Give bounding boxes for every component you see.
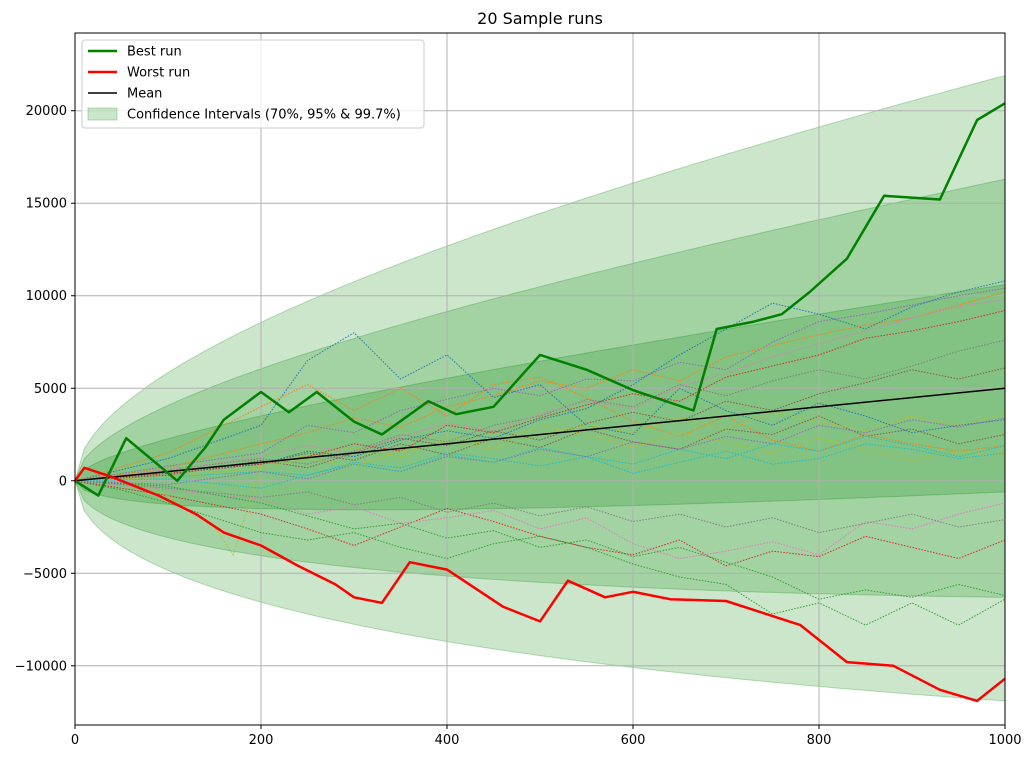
sample-run-line-7 bbox=[74, 480, 1006, 560]
worst-run-line bbox=[73, 466, 1006, 703]
legend-swatch-confidence bbox=[87, 107, 118, 121]
sample-run-line-11 bbox=[74, 280, 1006, 482]
legend-label-mean: Mean bbox=[127, 87, 162, 102]
x-tick-label: 400 bbox=[435, 733, 460, 748]
sample-run-line-5 bbox=[74, 287, 1006, 482]
chart-title: 20 Sample runs bbox=[477, 9, 603, 28]
y-tick-label: −5000 bbox=[23, 567, 67, 582]
plot-frame bbox=[74, 32, 1006, 726]
sample-run-line-16 bbox=[74, 367, 1006, 482]
x-tick-label: 200 bbox=[249, 733, 274, 748]
sample-run-line-10 bbox=[74, 443, 1006, 482]
sample-run-line-13 bbox=[74, 480, 1006, 600]
legend-label-worst: Worst run bbox=[127, 66, 190, 81]
sample-run-line-1 bbox=[74, 332, 1006, 482]
sample-run-line-19 bbox=[74, 411, 1006, 482]
mean-line bbox=[74, 387, 1006, 482]
x-tick-label: 0 bbox=[71, 733, 79, 748]
sample-runs bbox=[74, 280, 1006, 626]
best-run-line bbox=[74, 102, 1006, 497]
sample-run-line-8 bbox=[74, 339, 1006, 482]
x-tick-label: 800 bbox=[807, 733, 832, 748]
sample-run-line-15 bbox=[74, 417, 1006, 486]
legend-label-best: Best run bbox=[127, 45, 182, 60]
legend-box bbox=[81, 39, 425, 129]
y-tick-label: 20000 bbox=[26, 104, 67, 119]
axis-ticks: 0 200 400 600 800 1000 −10000 −5000 0 5000 10000 15… bbox=[15, 104, 1022, 748]
legend-label-ci: Confidence Intervals (70%, 95% & 99.7%) bbox=[127, 108, 401, 123]
y-tick-label: −10000 bbox=[15, 659, 67, 674]
sample-run-line-2 bbox=[74, 376, 1006, 482]
y-tick-label: 5000 bbox=[34, 382, 67, 397]
y-tick-label: 0 bbox=[59, 474, 67, 489]
sample-run-line-12 bbox=[74, 291, 1006, 482]
legend: Best run Worst run Mean Confidence Interval… bbox=[81, 39, 425, 129]
y-tick-label: 10000 bbox=[26, 289, 67, 304]
y-tick-label: 15000 bbox=[26, 197, 67, 212]
main-lines bbox=[73, 102, 1006, 703]
x-tick-label: 1000 bbox=[988, 733, 1021, 748]
sample-run-line-17 bbox=[74, 298, 1006, 482]
sample-run-line-20 bbox=[74, 435, 1006, 489]
x-tick-label: 600 bbox=[621, 733, 646, 748]
sample-run-line-4 bbox=[74, 480, 1006, 567]
